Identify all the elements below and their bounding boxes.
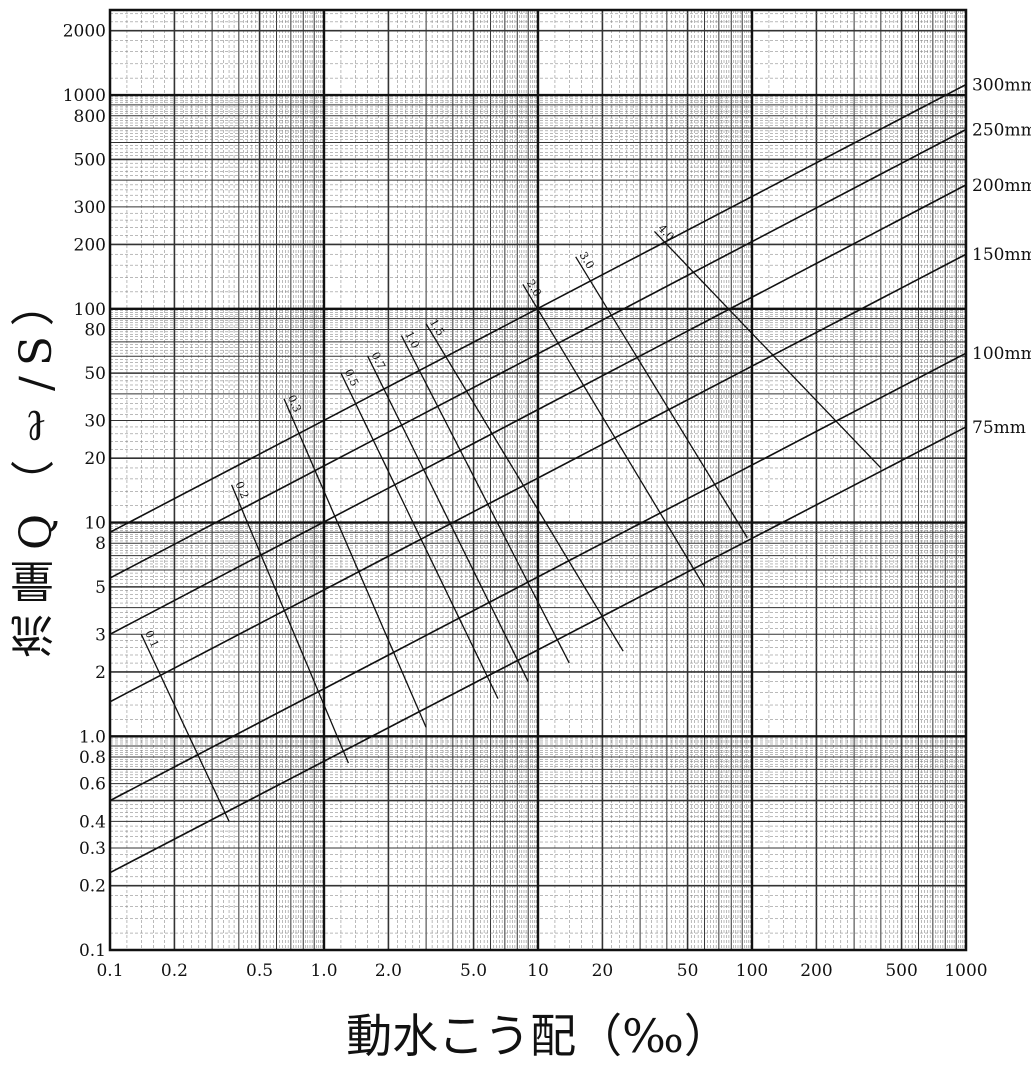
y-tick-label: 20 bbox=[84, 449, 106, 469]
velocity-line bbox=[140, 634, 230, 822]
series-line bbox=[109, 352, 967, 802]
y-tick-label: 50 bbox=[84, 364, 106, 384]
x-tick-label: 1000 bbox=[944, 961, 987, 981]
series-label: 100mm bbox=[972, 344, 1031, 364]
x-tick-label: 2.0 bbox=[375, 961, 402, 981]
x-tick-label: 1.0 bbox=[310, 961, 337, 981]
velocity-line bbox=[230, 484, 349, 764]
y-tick-label: 2 bbox=[95, 663, 106, 683]
x-tick-label: 100 bbox=[736, 961, 768, 981]
y-tick-label: 0.3 bbox=[79, 839, 106, 859]
velocity-line bbox=[340, 372, 499, 699]
series-label: 150mm bbox=[972, 245, 1031, 265]
y-tick-label: 1.0 bbox=[79, 727, 106, 747]
pipe-diameter-lines bbox=[109, 83, 967, 874]
major-grid bbox=[110, 10, 966, 950]
x-tick-label: 0.5 bbox=[246, 961, 273, 981]
y-axis-label-container: 流量Q（ℓ/S） bbox=[6, 200, 68, 730]
velocity-line bbox=[653, 231, 882, 469]
y-tick-label: 10 bbox=[84, 514, 106, 534]
velocity-line bbox=[522, 284, 706, 588]
x-tick-label: 0.1 bbox=[96, 961, 123, 981]
series-line bbox=[109, 128, 967, 579]
y-tick-label: 0.4 bbox=[79, 812, 106, 832]
series-label: 250mm bbox=[972, 120, 1031, 140]
series-line bbox=[109, 184, 967, 635]
velocity-line bbox=[575, 256, 748, 538]
y-tick-label: 0.8 bbox=[79, 748, 106, 768]
series-line bbox=[109, 426, 967, 874]
x-tick-label: 0.2 bbox=[161, 961, 188, 981]
velocity-lines bbox=[140, 231, 882, 822]
y-tick-label: 500 bbox=[74, 150, 106, 170]
velocity-label: 0.3 bbox=[285, 393, 304, 414]
series-labels: 75mm 100mm 150mm 200mm 250mm 300mm bbox=[972, 76, 1031, 438]
series-label: 300mm bbox=[972, 76, 1031, 96]
y-tick-label: 2000 bbox=[63, 22, 106, 42]
y-tick-label: 30 bbox=[84, 412, 106, 432]
y-axis-label: 流量Q（ℓ/S） bbox=[11, 271, 62, 659]
x-tick-label: 5.0 bbox=[460, 961, 487, 981]
series-label: 75mm bbox=[972, 418, 1026, 438]
x-tick-label: 200 bbox=[800, 961, 832, 981]
y-tick-label: 0.6 bbox=[79, 775, 106, 795]
y-tick-label: 0.1 bbox=[79, 941, 106, 961]
x-tick-label: 20 bbox=[592, 961, 614, 981]
y-tick-label: 0.2 bbox=[79, 877, 106, 897]
y-tick-label: 3 bbox=[95, 625, 106, 645]
series-line bbox=[109, 253, 967, 703]
y-tick-label: 5 bbox=[95, 578, 106, 598]
y-tick-label: 200 bbox=[74, 235, 106, 255]
series-line bbox=[109, 83, 967, 534]
x-tick-label: 50 bbox=[677, 961, 699, 981]
x-tick-label: 10 bbox=[527, 961, 549, 981]
y-tick-label: 1000 bbox=[63, 86, 106, 106]
series-label: 200mm bbox=[972, 176, 1031, 196]
velocity-line bbox=[367, 355, 529, 682]
x-tick-label: 500 bbox=[885, 961, 917, 981]
velocity-label: 0.2 bbox=[233, 479, 252, 500]
velocity-line bbox=[283, 398, 427, 728]
x-tick-labels: 0.1 0.2 0.5 1.0 2.0 5.0 10 20 50 100 200 500 1000 bbox=[96, 961, 987, 981]
velocity-line bbox=[425, 323, 624, 652]
y-tick-label: 8 bbox=[95, 534, 106, 554]
x-axis-label: 動水こう配（‰） bbox=[346, 1009, 730, 1063]
y-tick-label: 100 bbox=[74, 300, 106, 320]
y-tick-label: 80 bbox=[84, 321, 106, 341]
plot-frame bbox=[108, 8, 968, 952]
y-tick-label: 800 bbox=[74, 107, 106, 127]
y-tick-label: 300 bbox=[74, 198, 106, 218]
velocity-line bbox=[400, 335, 570, 664]
